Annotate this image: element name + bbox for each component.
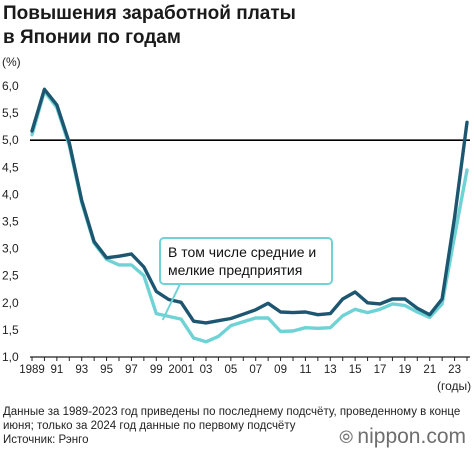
chart-title-line-2: в Японии по годам [3, 27, 181, 48]
source-line: Источник: Рэнго [3, 434, 89, 446]
x-tick-label: 97 [125, 364, 138, 376]
x-tick-label: 13 [324, 364, 337, 376]
x-tick-label: 99 [150, 364, 163, 376]
y-tick-label: 5,0 [2, 133, 19, 147]
y-tick-label: 4,0 [2, 187, 19, 201]
callout-text-line-1: В том числе средние и [168, 244, 316, 260]
y-tick-label: 6,0 [2, 79, 19, 93]
x-tick-label: 2001 [168, 364, 194, 376]
x-tick-label: 91 [50, 364, 63, 376]
series-callout: В том числе средние и мелкие предприятия [159, 237, 333, 321]
x-tick-label: 07 [249, 364, 262, 376]
nippon-mark-icon: ⦾ [339, 426, 354, 447]
chart-title: Повышения заработной платы в Японии по г… [3, 2, 463, 50]
y-tick-label: 3,0 [2, 242, 19, 256]
y-tick-label: 4,5 [2, 160, 19, 174]
x-tick-label: 05 [224, 364, 237, 376]
x-axis-unit-label: (годы) [437, 379, 471, 393]
x-tick-label: 09 [274, 364, 287, 376]
x-tick-label: 17 [374, 364, 387, 376]
y-tick-label: 5,5 [2, 106, 19, 120]
y-tick-label: 3,5 [2, 215, 19, 229]
footnote: Данные за 1989-2023 год приведены по пос… [3, 405, 473, 447]
x-tick-label: 21 [423, 364, 436, 376]
x-tick-label: 93 [75, 364, 88, 376]
callout-box [159, 237, 333, 285]
x-tick-label: 95 [100, 364, 113, 376]
x-tick-label: 19 [398, 364, 411, 376]
x-tick-label: 03 [200, 364, 213, 376]
footnote-line-2: июня; только за 2024 год данные по перво… [3, 420, 296, 432]
y-tick-label: 2,5 [2, 269, 19, 283]
logo-text: nippon.com [357, 425, 466, 448]
y-tick-label: 1,0 [2, 350, 19, 364]
line-chart: 6,0 5,5 5,0 4,5 4,0 3,5 3,0 2,5 2,0 1,5 1,0 (%) 19… [2, 55, 471, 393]
x-tick-label: 15 [349, 364, 362, 376]
series-line-all [30, 87, 469, 325]
x-tick-label: 23 [448, 364, 461, 376]
callout-pointer-line [161, 283, 181, 321]
y-axis-unit-label: (%) [2, 55, 21, 69]
x-tick-label: 11 [299, 364, 311, 376]
footnote-line-1: Данные за 1989-2023 год приведены по пос… [3, 406, 461, 418]
x-axis-ticks: 1989 91 93 95 97 99 2001 03 05 07 09 11 13 15 17 19 21 23 [19, 357, 468, 376]
x-tick-label: 1989 [19, 364, 45, 376]
y-tick-label: 1,5 [2, 323, 19, 337]
nippon-logo: ⦾ nippon.com [339, 425, 466, 449]
y-tick-label: 2,0 [2, 296, 19, 310]
series-line-small [30, 89, 469, 344]
callout-text-line-2: мелкие предприятия [168, 262, 302, 278]
y-axis-ticks: 6,0 5,5 5,0 4,5 4,0 3,5 3,0 2,5 2,0 1,5 1,0 [2, 79, 19, 364]
chart-title-line-1: Повышения заработной платы [3, 3, 296, 24]
series-lines [30, 87, 469, 344]
